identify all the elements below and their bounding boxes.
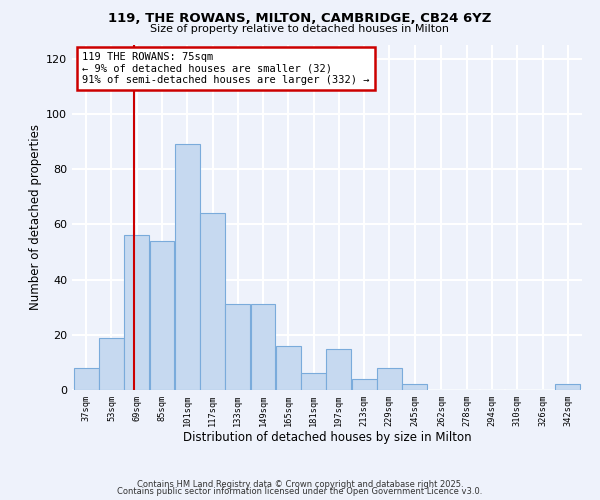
Text: 119 THE ROWANS: 75sqm
← 9% of detached houses are smaller (32)
91% of semi-detac: 119 THE ROWANS: 75sqm ← 9% of detached h…: [82, 52, 370, 85]
Y-axis label: Number of detached properties: Number of detached properties: [29, 124, 42, 310]
Bar: [276, 346, 301, 390]
Bar: [251, 304, 275, 390]
Text: Size of property relative to detached houses in Milton: Size of property relative to detached ho…: [151, 24, 449, 34]
Bar: [556, 384, 580, 390]
Bar: [200, 214, 225, 390]
Text: 119, THE ROWANS, MILTON, CAMBRIDGE, CB24 6YZ: 119, THE ROWANS, MILTON, CAMBRIDGE, CB24…: [109, 12, 491, 26]
Bar: [175, 144, 200, 390]
Bar: [402, 384, 427, 390]
Bar: [301, 374, 326, 390]
Bar: [99, 338, 124, 390]
Text: Contains HM Land Registry data © Crown copyright and database right 2025.: Contains HM Land Registry data © Crown c…: [137, 480, 463, 489]
Bar: [226, 304, 250, 390]
Text: Contains public sector information licensed under the Open Government Licence v3: Contains public sector information licen…: [118, 487, 482, 496]
Bar: [149, 241, 175, 390]
Bar: [377, 368, 402, 390]
X-axis label: Distribution of detached houses by size in Milton: Distribution of detached houses by size …: [182, 430, 472, 444]
Bar: [124, 236, 149, 390]
Bar: [352, 379, 377, 390]
Bar: [74, 368, 98, 390]
Bar: [326, 348, 351, 390]
